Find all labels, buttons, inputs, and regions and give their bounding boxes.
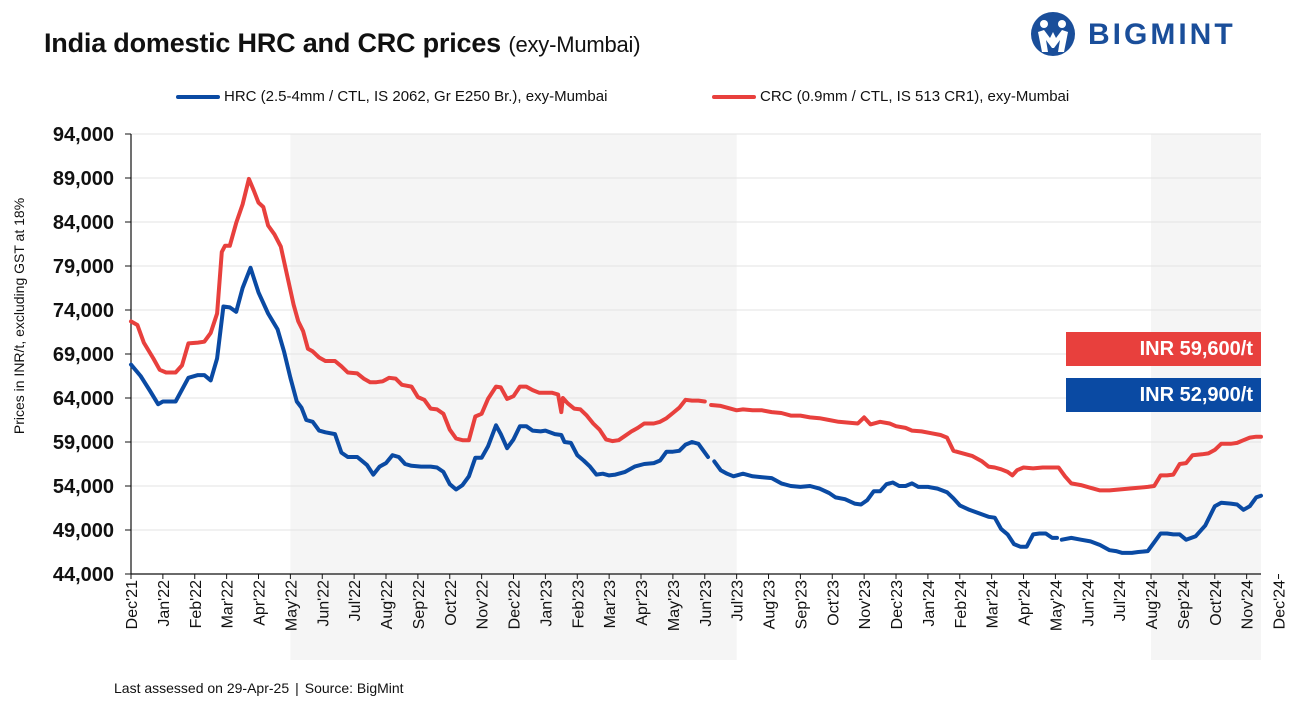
y-tick-label: 84,000 xyxy=(53,212,114,234)
x-tick-label: Mar'23 xyxy=(602,580,619,629)
x-tick-label: Nov'23 xyxy=(857,580,874,629)
x-tick-label: Nov'24 xyxy=(1240,580,1257,629)
legend-item-crc: CRC (0.9mm / CTL, IS 513 CR1), exy-Mumba… xyxy=(712,88,1069,105)
x-tick-label: Jan'24 xyxy=(921,580,938,627)
hrc-latest-price-callout: INR 52,900/t xyxy=(1066,378,1261,412)
title-main: India domestic HRC and CRC prices xyxy=(44,28,501,58)
x-tick-labels: Dec'21 Jan'22 Feb'22 Mar'22 Apr'22 May'22 Jun'… xyxy=(124,574,1289,631)
x-tick-label: Feb'24 xyxy=(953,580,970,629)
legend-label-crc: CRC (0.9mm / CTL, IS 513 CR1), exy-Mumba… xyxy=(760,88,1070,105)
brand-logo-icon xyxy=(1031,12,1075,56)
y-tick-label: 49,000 xyxy=(53,520,114,542)
x-tick-label: May'22 xyxy=(283,580,300,631)
x-tick-label: May'23 xyxy=(666,580,683,631)
x-tick-label: Dec'21 xyxy=(124,580,141,629)
y-tick-label: 59,000 xyxy=(53,432,114,454)
brand-name: BIGMINT xyxy=(1088,18,1236,51)
x-tick-label: May'24 xyxy=(1048,580,1065,631)
x-tick-label: Dec'22 xyxy=(507,580,524,629)
chart-title: India domestic HRC and CRC prices (exy-M… xyxy=(44,28,641,59)
footer: Last assessed on 29-Apr-25 | Source: BigMi… xyxy=(114,680,404,696)
y-tick-label: 89,000 xyxy=(53,168,114,190)
series-lines xyxy=(129,176,1263,555)
x-tick-label: Jun'23 xyxy=(698,580,715,627)
x-tick-label: Aug'22 xyxy=(379,580,396,629)
x-tick-label: Apr'22 xyxy=(252,580,269,626)
x-tick-label: Apr'23 xyxy=(634,580,651,626)
x-tick-label: Mar'24 xyxy=(985,580,1002,629)
x-tick-label: Oct'22 xyxy=(443,580,460,626)
hrc-series-line-segment-3 xyxy=(1059,493,1263,555)
x-tick-label: Apr'24 xyxy=(1017,580,1034,626)
x-tick-label: Jul'22 xyxy=(347,580,364,621)
y-tick-label: 64,000 xyxy=(53,388,114,410)
x-tick-label: Oct'24 xyxy=(1208,580,1225,626)
source-note: Source: BigMint xyxy=(304,680,404,696)
legend-label-hrc: HRC (2.5-4mm / CTL, IS 2062, Gr E250 Br.… xyxy=(224,88,608,105)
x-tick-label: Aug'23 xyxy=(762,580,779,629)
y-tick-label: 74,000 xyxy=(53,300,114,322)
x-tick-label: Sep'22 xyxy=(411,580,428,629)
crc-latest-price-callout: INR 59,600/t xyxy=(1066,332,1261,366)
x-tick-label: Sep'23 xyxy=(793,580,810,629)
x-tick-label: Jun'24 xyxy=(1080,580,1097,627)
brand-logo: BIGMINT xyxy=(1028,10,1284,58)
last-assessed: Last assessed on 29-Apr-25 xyxy=(114,680,290,696)
hrc-series-line-segment-1 xyxy=(129,265,710,492)
y-tick-label: 69,000 xyxy=(53,344,114,366)
x-tick-label: Jun'22 xyxy=(315,580,332,627)
x-tick-label: Jan'22 xyxy=(156,580,173,627)
y-tick-label: 94,000 xyxy=(53,124,114,146)
x-tick-label: Jul'24 xyxy=(1112,580,1129,621)
x-tick-label: Aug'24 xyxy=(1144,580,1161,629)
crc-series-line-segment-5 xyxy=(709,403,1263,493)
legend-swatch-hrc xyxy=(176,94,220,99)
x-tick-label: Mar'22 xyxy=(220,580,237,629)
hrc-series-line-segment-2 xyxy=(712,459,1059,549)
x-tick-label: Sep'24 xyxy=(1176,580,1193,629)
y-axis-label: Prices in INR/t, excluding GST at 18% xyxy=(11,198,27,434)
crc-series-line-segment-4 xyxy=(129,176,707,444)
y-tick-label: 79,000 xyxy=(53,256,114,278)
x-tick-label: Feb'23 xyxy=(570,580,587,629)
x-tick-label: Jul'23 xyxy=(730,580,747,621)
y-tick-labels: 94,000 89,000 84,000 79,000 74,000 69,000 64,0… xyxy=(53,124,131,586)
x-tick-label: Nov'22 xyxy=(475,580,492,629)
x-tick-label: Dec'24 xyxy=(1272,580,1289,629)
footer-separator: | xyxy=(295,680,299,696)
legend-swatch-crc xyxy=(712,94,756,99)
x-tick-label: Feb'22 xyxy=(188,580,205,629)
legend-item-hrc: HRC (2.5-4mm / CTL, IS 2062, Gr E250 Br.… xyxy=(176,88,607,105)
title-suffix: (exy-Mumbai) xyxy=(508,32,641,57)
x-tick-label: Jan'23 xyxy=(538,580,555,627)
y-tick-label: 44,000 xyxy=(53,564,114,586)
y-tick-label: 54,000 xyxy=(53,476,114,498)
x-tick-label: Dec'23 xyxy=(889,580,906,629)
x-tick-label: Oct'23 xyxy=(825,580,842,626)
